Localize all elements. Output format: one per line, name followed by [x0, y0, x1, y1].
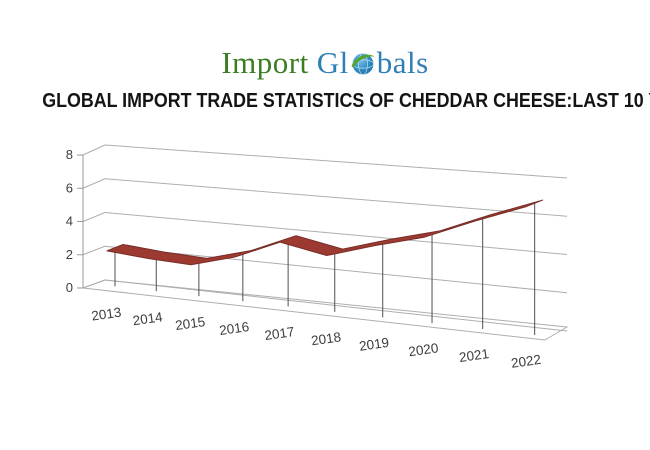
y-axis-label: 6: [66, 180, 73, 195]
x-axis-label: 2013: [90, 305, 122, 324]
back-wall-gridline: [104, 212, 568, 255]
globe-icon: [350, 50, 376, 76]
logo: Import Gl: [0, 42, 650, 82]
x-axis-label: 2016: [218, 319, 250, 338]
x-axis-label: 2021: [458, 346, 490, 365]
x-axis-label: 2015: [174, 314, 206, 333]
back-wall-gridline: [104, 245, 568, 294]
y-axis-label: 4: [66, 214, 73, 229]
chart-floor: [82, 279, 569, 341]
y-axis-label: 0: [66, 280, 73, 295]
x-axis-label: 2018: [310, 329, 342, 348]
y-axis-label: 2: [66, 247, 73, 262]
side-wall-gridline: [82, 245, 106, 256]
x-axis-label: 2020: [407, 340, 439, 359]
x-axis-label: 2022: [510, 352, 542, 371]
x-axis-label: 2014: [132, 309, 164, 328]
logo-word-globals-post: bals: [376, 44, 429, 80]
side-wall-gridline: [82, 212, 106, 222]
y-axis-label: 8: [66, 147, 73, 162]
side-wall-gridline: [82, 144, 106, 156]
logo-word-globals-pre: Gl: [316, 44, 349, 80]
back-wall-gridline: [104, 144, 568, 179]
side-wall-gridline: [82, 178, 106, 189]
data-ribbon: [106, 199, 544, 266]
back-wall-gridline: [104, 279, 568, 332]
logo-word-import: Import: [221, 44, 309, 80]
back-wall-gridline: [104, 178, 568, 217]
x-axis-label: 2017: [264, 324, 296, 343]
chart-title: GLOBAL IMPORT TRADE STATISTICS OF CHEDDA…: [42, 89, 650, 112]
x-axis-label: 2019: [358, 335, 390, 354]
